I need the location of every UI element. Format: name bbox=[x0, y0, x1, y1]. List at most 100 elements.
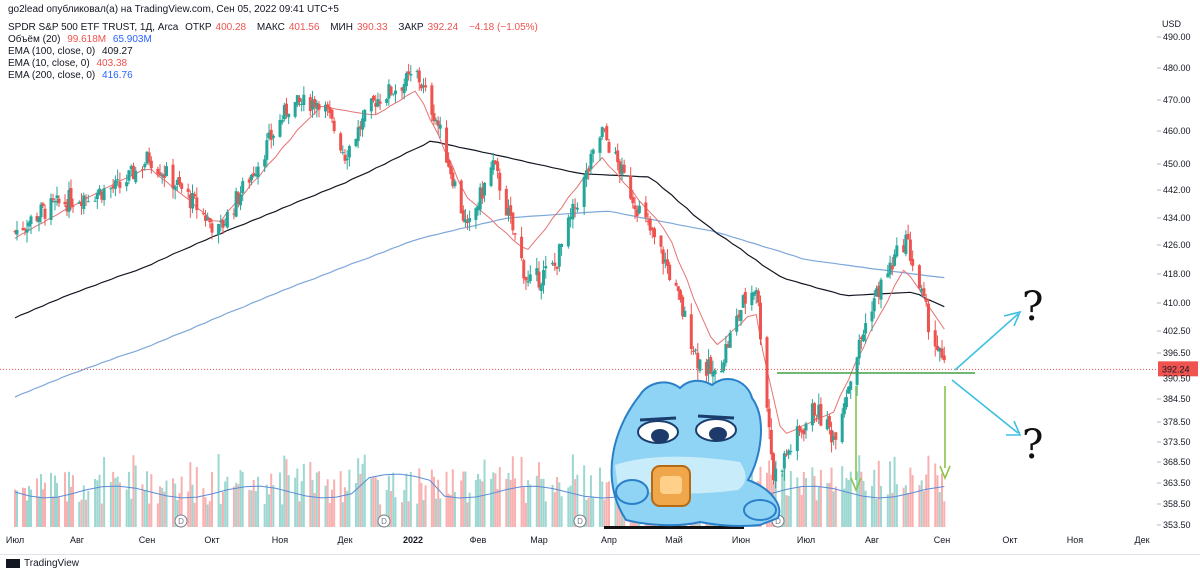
candle-body bbox=[343, 154, 347, 161]
volume-bar bbox=[313, 492, 316, 527]
candle-body bbox=[111, 185, 115, 189]
candle-body bbox=[459, 180, 463, 214]
candle-body bbox=[483, 182, 487, 196]
candle-body bbox=[879, 279, 883, 300]
symbol-name[interactable]: SPDR S&P 500 ETF TRUST, 1Д, Arca bbox=[8, 22, 179, 33]
candle-body bbox=[524, 276, 528, 281]
candle-body bbox=[551, 262, 555, 265]
dividend-marker-label: D bbox=[178, 517, 184, 526]
volume-bar bbox=[331, 489, 333, 527]
candle-body bbox=[363, 109, 367, 122]
volume-bar bbox=[250, 490, 253, 527]
volume-bar bbox=[66, 501, 68, 527]
scenario-down-arrow-head bbox=[1006, 420, 1022, 436]
volume-bar bbox=[357, 458, 360, 527]
candle-body bbox=[637, 205, 641, 214]
candle-body bbox=[566, 217, 570, 247]
volume-bar bbox=[592, 496, 595, 527]
candle-body bbox=[300, 103, 304, 105]
candle-body bbox=[219, 220, 223, 223]
candle-body bbox=[544, 266, 548, 269]
candle-body bbox=[855, 357, 859, 385]
volume-bar bbox=[163, 491, 166, 527]
volume-bar bbox=[601, 481, 604, 527]
candle-body bbox=[15, 229, 19, 235]
volume-bar bbox=[474, 480, 477, 527]
candle-body bbox=[668, 264, 672, 280]
candle-body bbox=[445, 127, 449, 163]
candle-body bbox=[769, 429, 773, 455]
candle-body bbox=[908, 239, 912, 261]
volume-bar bbox=[789, 471, 792, 527]
volume-bar bbox=[909, 467, 912, 527]
candle-body bbox=[25, 229, 29, 233]
ema100-legend[interactable]: EMA (100, close, 0) 409.27 bbox=[8, 46, 137, 58]
mascot-cup-face-icon bbox=[660, 476, 682, 494]
candle-body bbox=[282, 105, 286, 120]
volume-bar bbox=[94, 478, 97, 527]
candle-body bbox=[785, 454, 788, 456]
candle-body bbox=[539, 284, 543, 292]
price-change: −4.18 (−1.05%) bbox=[468, 22, 538, 33]
volume-bar bbox=[85, 499, 88, 527]
volume-bar bbox=[860, 471, 863, 527]
candle-body bbox=[743, 292, 747, 304]
candle-body bbox=[100, 191, 104, 200]
volume-bar bbox=[847, 479, 850, 527]
candle-body bbox=[175, 180, 179, 186]
candle-body bbox=[537, 271, 541, 288]
volume-bar bbox=[571, 454, 574, 527]
volume-bar bbox=[298, 501, 301, 527]
candle-body bbox=[922, 288, 926, 297]
candle-body bbox=[832, 436, 836, 440]
x-tick-label: Авг bbox=[70, 535, 85, 545]
candle-body bbox=[93, 200, 97, 202]
volume-bar bbox=[819, 469, 822, 527]
volume-bar bbox=[560, 496, 563, 527]
candle-body bbox=[23, 228, 27, 230]
volume-bar bbox=[268, 494, 271, 527]
ema10-legend[interactable]: EMA (10, close, 0) 403.38 bbox=[8, 58, 131, 70]
x-tick-label: Май bbox=[665, 535, 683, 545]
volume-bar bbox=[875, 499, 878, 527]
candle-body bbox=[77, 202, 81, 204]
scenario-down-arrow bbox=[951, 379, 1019, 434]
last-price-tag bbox=[1158, 361, 1198, 377]
ohlc-close: ЗАКР 392.24 bbox=[398, 22, 459, 33]
volume-bar bbox=[556, 477, 559, 527]
candle-body bbox=[735, 316, 739, 332]
candle-body bbox=[332, 120, 336, 132]
volume-bar bbox=[272, 485, 275, 527]
volume-bar bbox=[826, 483, 829, 527]
volume-bar bbox=[904, 485, 907, 527]
candle-body bbox=[131, 165, 135, 180]
y-tick-label: 410.00 bbox=[1163, 298, 1191, 308]
candle-body bbox=[55, 195, 59, 198]
ema200-legend[interactable]: EMA (200, close, 0) 416.76 bbox=[8, 70, 137, 82]
candle-body bbox=[241, 181, 245, 194]
mascot-lid-right-icon bbox=[697, 414, 735, 420]
volume-bar bbox=[514, 478, 517, 527]
candle-body bbox=[849, 381, 853, 390]
tradingview-logo[interactable]: TradingView bbox=[6, 558, 79, 569]
price-axis[interactable]: USD 490.00 480.00 470.00 460.00 450.00 442.00 4… bbox=[1157, 19, 1198, 530]
candle-body bbox=[765, 337, 769, 408]
y-tick-label: 470.00 bbox=[1163, 95, 1191, 105]
volume-bar bbox=[341, 502, 344, 527]
down-arrow-head bbox=[939, 465, 951, 481]
candle-body bbox=[542, 270, 546, 286]
y-tick-label: 353.50 bbox=[1163, 520, 1191, 530]
candle-body bbox=[938, 348, 942, 352]
volume-legend[interactable]: Объём (20) 99.618M 65.903M bbox=[8, 34, 156, 46]
candle-body bbox=[116, 179, 120, 181]
candle-body bbox=[339, 133, 343, 151]
candle-body bbox=[676, 286, 680, 292]
sticker-shadow bbox=[604, 526, 744, 529]
time-axis[interactable]: Июл Авг Сен Окт Ноя Дек 2022 Фев Мар Апр Май Июн Июл… bbox=[6, 535, 1150, 545]
volume-bar bbox=[445, 471, 448, 527]
candle-body bbox=[825, 419, 829, 430]
candle-body bbox=[263, 159, 267, 167]
volume-bar bbox=[524, 502, 527, 527]
volume-bar bbox=[14, 489, 16, 527]
